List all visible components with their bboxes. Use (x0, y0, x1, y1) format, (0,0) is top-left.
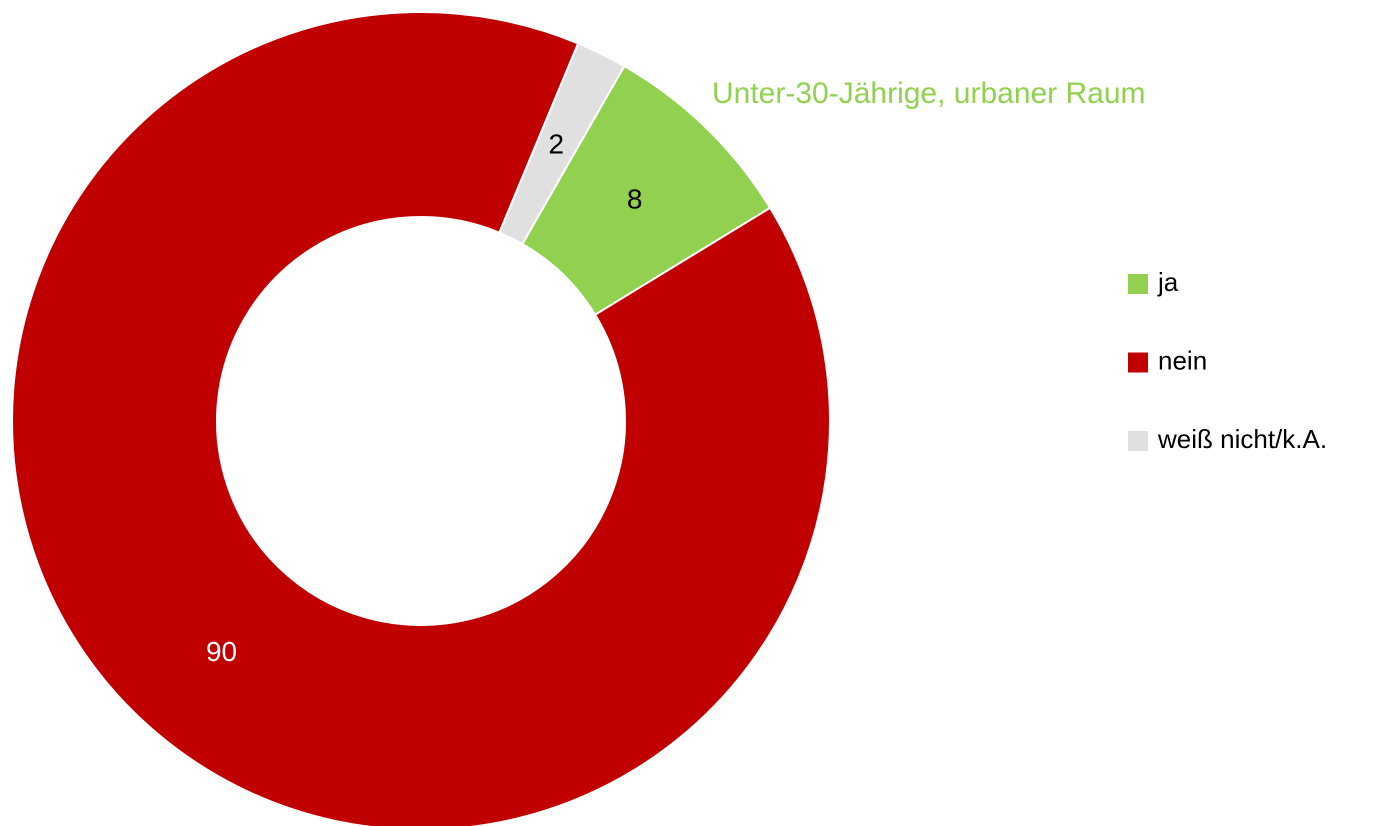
data-label: 90 (206, 636, 237, 667)
legend-label: weiß nicht/k.A. (1157, 424, 1327, 454)
legend-swatch (1128, 431, 1148, 451)
legend-swatch (1128, 352, 1148, 373)
data-label: 2 (549, 128, 565, 159)
legend-label: ja (1157, 267, 1179, 297)
legend-label: nein (1158, 345, 1207, 375)
data-label: 8 (627, 184, 643, 215)
donut-slice (498, 42, 626, 246)
chart-title: Unter-30-Jährige, urbaner Raum (712, 77, 1146, 110)
donut-slice (11, 11, 831, 826)
legend-swatch (1128, 274, 1148, 294)
